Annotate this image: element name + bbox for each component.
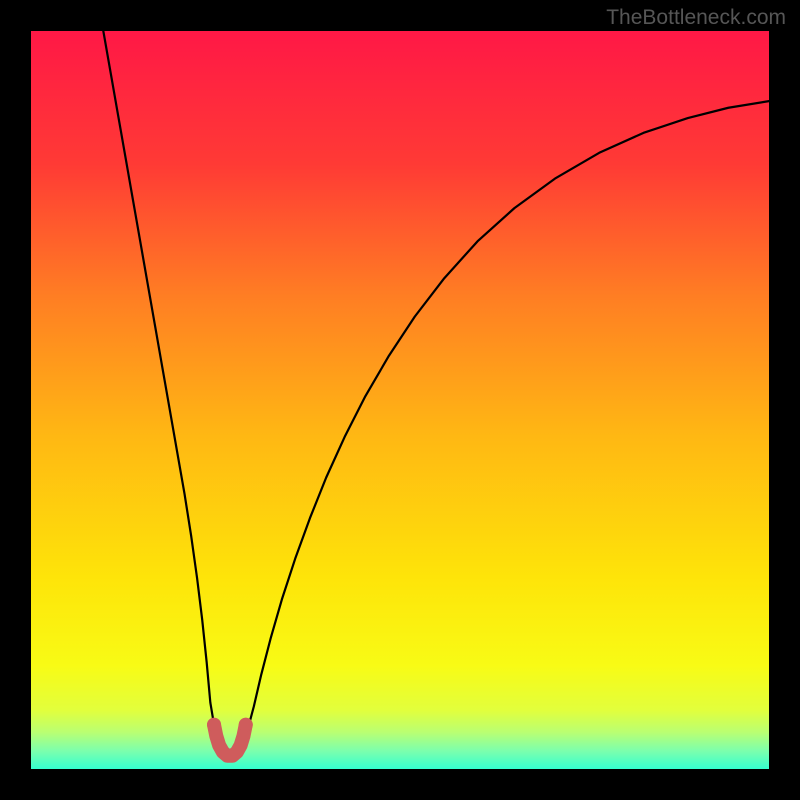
curve-minimum-marker-dot (207, 718, 221, 732)
chart-container: TheBottleneck.com (0, 0, 800, 800)
bottleneck-chart (31, 31, 769, 769)
watermark-text: TheBottleneck.com (606, 6, 786, 30)
plot-area (31, 31, 769, 769)
gradient-background (31, 31, 769, 769)
curve-minimum-marker-dot (239, 718, 253, 732)
